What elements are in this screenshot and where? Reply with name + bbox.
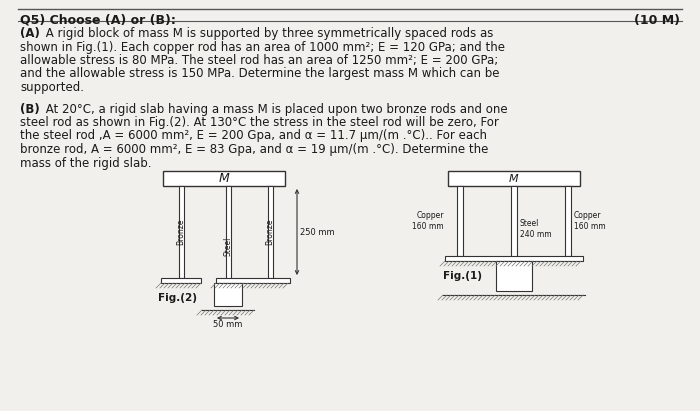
Bar [226, 186, 231, 306]
Bar [445, 256, 583, 261]
Text: Q5) Choose (A) or (B):: Q5) Choose (A) or (B): [20, 14, 176, 27]
Bar [511, 186, 517, 291]
Bar [448, 171, 580, 186]
Text: Steel
240 mm: Steel 240 mm [520, 219, 552, 239]
Text: Fig.(2): Fig.(2) [158, 293, 197, 303]
Text: Bronze: Bronze [176, 219, 186, 245]
Text: 250 mm: 250 mm [300, 228, 335, 236]
Bar [161, 278, 201, 283]
Text: bronze rod, A = 6000 mm², E = 83 Gpa, and α = 19 μm/(m .°C). Determine the: bronze rod, A = 6000 mm², E = 83 Gpa, an… [20, 143, 489, 156]
Text: (B): (B) [20, 102, 40, 115]
Text: M: M [218, 172, 230, 185]
Bar [457, 186, 463, 256]
Text: supported.: supported. [20, 81, 84, 94]
Text: Fig.(1): Fig.(1) [443, 271, 482, 281]
Text: mass of the rigid slab.: mass of the rigid slab. [20, 157, 151, 169]
Text: (10 M): (10 M) [634, 14, 680, 27]
Text: the steel rod ,A = 6000 mm², E = 200 Gpa, and α = 11.7 μm/(m .°C).. For each: the steel rod ,A = 6000 mm², E = 200 Gpa… [20, 129, 487, 143]
Bar [214, 283, 242, 306]
Text: A rigid block of mass M is supported by three symmetrically spaced rods as: A rigid block of mass M is supported by … [42, 27, 494, 40]
Text: M: M [509, 173, 519, 183]
Text: allowable stress is 80 MPa. The steel rod has an area of 1250 mm²; E = 200 GPa;: allowable stress is 80 MPa. The steel ro… [20, 54, 498, 67]
Bar [179, 186, 184, 278]
Text: 50 mm: 50 mm [214, 320, 243, 329]
Bar [268, 186, 273, 278]
Text: shown in Fig.(1). Each copper rod has an area of 1000 mm²; E = 120 GPa; and the: shown in Fig.(1). Each copper rod has an… [20, 41, 505, 53]
Text: Copper
160 mm: Copper 160 mm [412, 211, 444, 231]
Text: At 20°C, a rigid slab having a mass M is placed upon two bronze rods and one: At 20°C, a rigid slab having a mass M is… [42, 102, 508, 115]
Text: and the allowable stress is 150 MPa. Determine the largest mass M which can be: and the allowable stress is 150 MPa. Det… [20, 67, 500, 81]
Text: steel rod as shown in Fig.(2). At 130°C the stress in the steel rod will be zero: steel rod as shown in Fig.(2). At 130°C … [20, 116, 499, 129]
Text: (A): (A) [20, 27, 40, 40]
Text: Copper
160 mm: Copper 160 mm [574, 211, 606, 231]
Text: Steel: Steel [223, 236, 232, 256]
Bar [163, 171, 285, 186]
Text: Bronze: Bronze [265, 219, 274, 245]
Bar [565, 186, 571, 256]
Bar [496, 261, 532, 291]
Bar [216, 278, 290, 283]
